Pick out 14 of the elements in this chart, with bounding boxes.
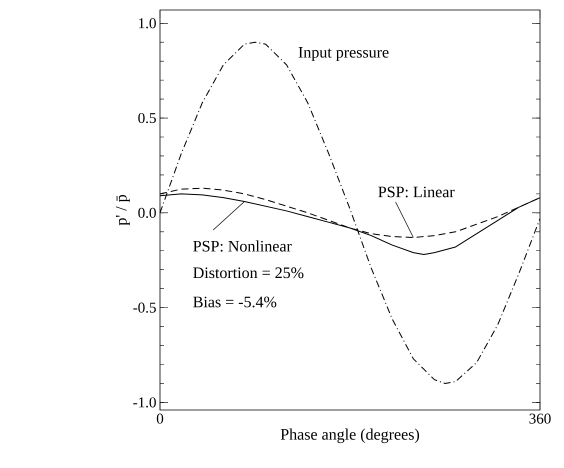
y-tick-label: 0.0 <box>138 208 156 218</box>
y-tick-label: -1.0 <box>133 397 156 408</box>
x-tick-label: 0 <box>156 414 164 424</box>
y-axis-title: p' / p̄ <box>116 194 130 226</box>
y-tick-label: -0.5 <box>133 302 156 313</box>
x-axis-title: Phase angle (degrees) <box>280 428 420 444</box>
annotation: Bias = -5.4% <box>193 296 276 308</box>
annotation: Distortion = 25% <box>193 267 304 278</box>
series-label: Input pressure <box>298 47 389 61</box>
y-tick-label: 1.0 <box>139 18 156 28</box>
y-tick-label: 0.5 <box>138 112 156 124</box>
text: PSP: Linear <box>378 186 455 198</box>
legend-label: PSP: Nonlinear <box>193 240 292 252</box>
x-tick-label: 360 <box>529 414 551 424</box>
